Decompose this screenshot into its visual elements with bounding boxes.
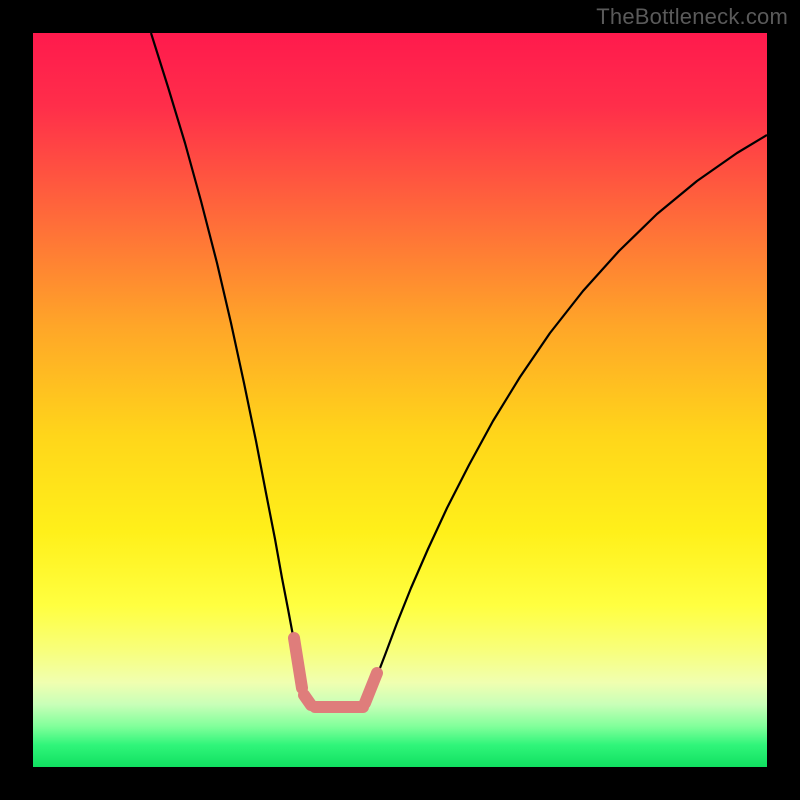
chart-frame: TheBottleneck.com [0, 0, 800, 800]
bottleneck-curve [151, 33, 767, 711]
highlight-marker-0 [294, 638, 302, 688]
highlight-marker-3 [365, 673, 377, 703]
chart-svg [33, 33, 767, 767]
watermark-text: TheBottleneck.com [596, 4, 788, 30]
plot-area [33, 33, 767, 767]
highlight-marker-1 [304, 695, 311, 705]
